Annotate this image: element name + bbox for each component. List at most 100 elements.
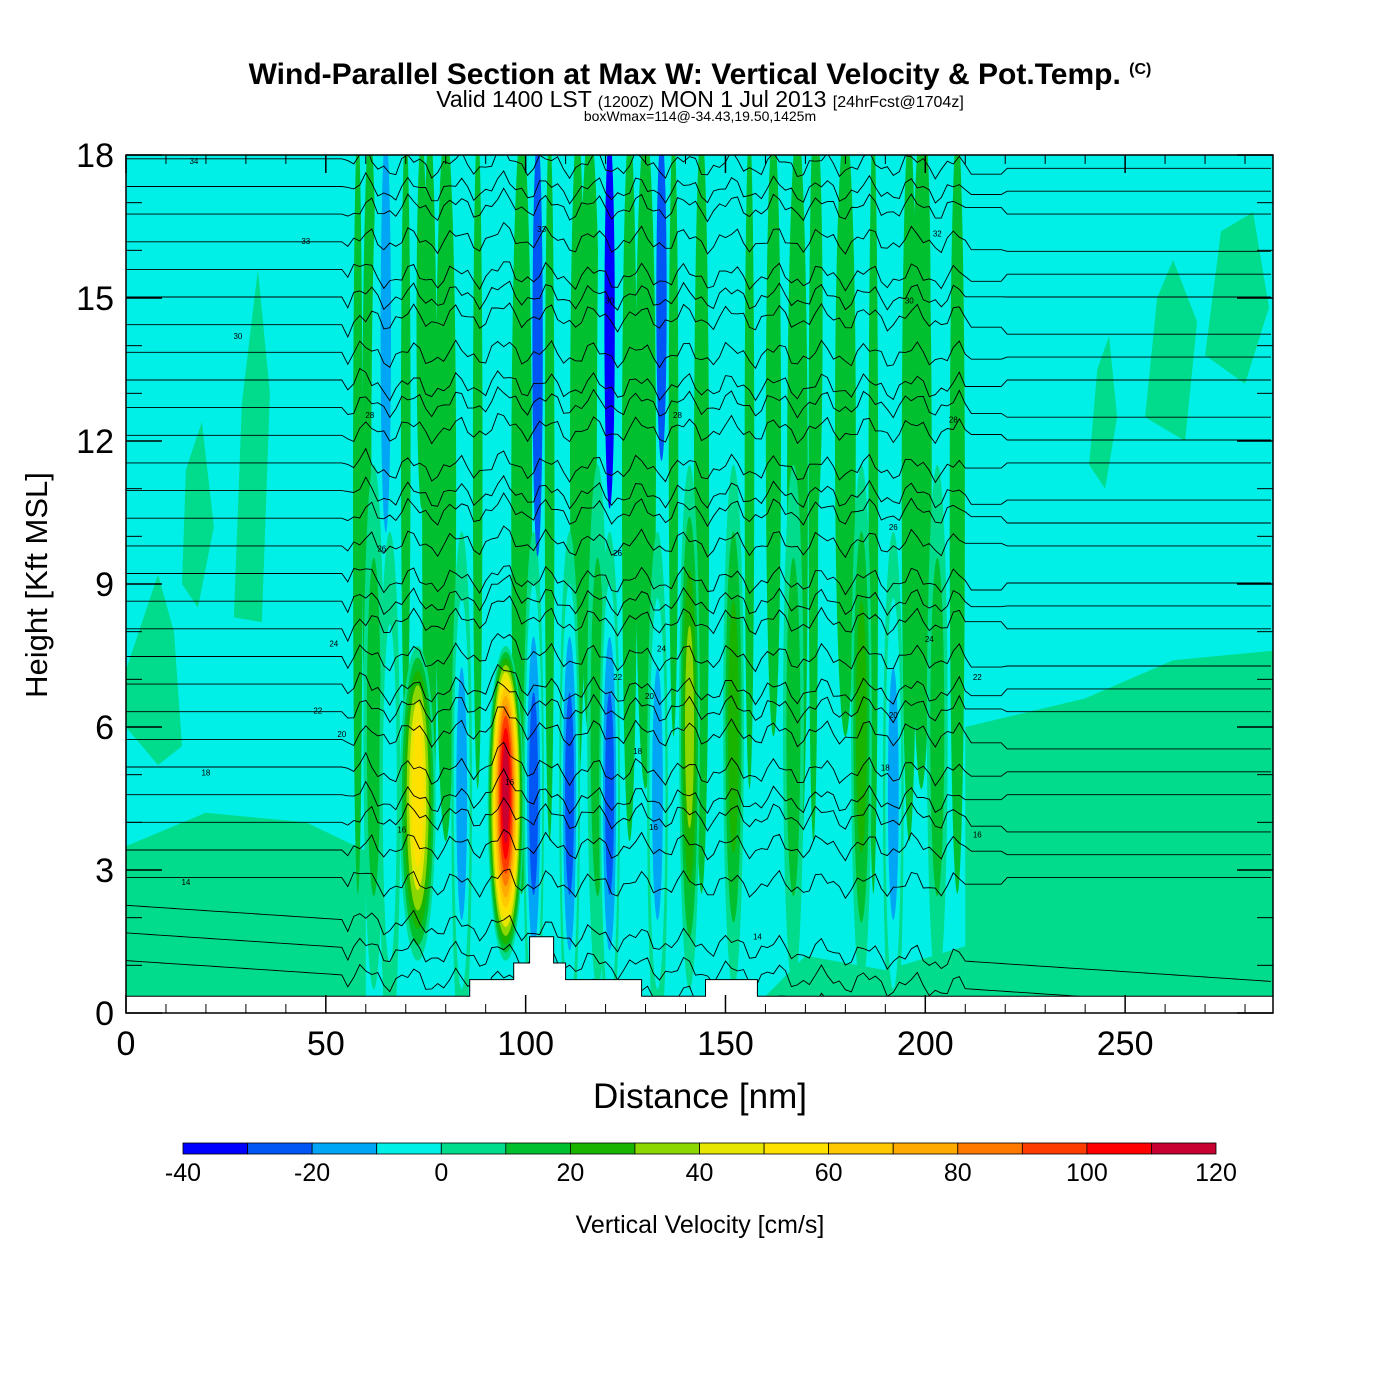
- x-tick-label: 200: [897, 1025, 954, 1063]
- theta-contour: [126, 706, 1271, 750]
- y-tick-label: 18: [76, 137, 114, 175]
- velocity-stripe: [821, 155, 837, 789]
- colorbar-swatch: [699, 1142, 765, 1155]
- velocity-column-band: [786, 557, 801, 897]
- x-tick-label: 250: [1097, 1025, 1154, 1063]
- colorbar-tick-label: 100: [1066, 1159, 1108, 1187]
- upper-velocity-stripe: [604, 155, 615, 509]
- velocity-column-band: [411, 722, 424, 867]
- x-tick-label: 150: [697, 1025, 754, 1063]
- theta-contour-label: 20: [645, 692, 654, 701]
- chart-title: Wind-Parallel Section at Max W: Vertical…: [0, 52, 1400, 93]
- colorbar-label: Vertical Velocity [cm/s]: [576, 1211, 825, 1239]
- x-tick-label: 100: [497, 1025, 554, 1063]
- terrain: [126, 936, 1273, 1013]
- colorbar-tick-label: -40: [165, 1159, 201, 1187]
- velocity-stripe: [472, 155, 483, 789]
- theta-contour-label: 16: [505, 778, 514, 787]
- theta-contour: [126, 280, 1271, 311]
- theta-contour-label: 28: [365, 411, 374, 420]
- upper-velocity-stripe: [812, 155, 823, 509]
- theta-contour-label: 32: [933, 230, 942, 239]
- colorbar-tick-label: 80: [944, 1159, 972, 1187]
- weak-ascent-region: [126, 574, 182, 766]
- subtitle-forecast: [24hrFcst@1704z]: [832, 94, 964, 111]
- colorbar-swatch: [1086, 1142, 1152, 1155]
- copyright-mark: (C): [1129, 61, 1152, 78]
- theta-contour-label: 22: [613, 673, 622, 682]
- theta-contour-label: 16: [397, 826, 406, 835]
- theta-contours: [126, 155, 1272, 1013]
- colorbar-swatch: [828, 1142, 894, 1155]
- velocity-column-band: [529, 692, 539, 895]
- theta-contour: [126, 565, 1271, 596]
- velocity-stripe: [668, 155, 679, 737]
- upper-velocity-stripe: [380, 155, 391, 533]
- theta-contour-label: 30: [233, 332, 242, 341]
- theta-contour-label: 14: [181, 878, 190, 887]
- y-tick-label: 12: [76, 423, 114, 461]
- theta-contour-label: 24: [329, 640, 338, 649]
- velocity-columns: [352, 155, 965, 1013]
- velocity-stripe: [949, 155, 965, 894]
- weak-ascent-region: [182, 421, 214, 608]
- theta-contour-label: 26: [613, 549, 622, 558]
- colorbar-swatch: [1021, 1142, 1088, 1155]
- upper-velocity-stripe: [656, 155, 667, 461]
- y-tick-label: 15: [76, 280, 114, 318]
- theta-contour: [126, 261, 1271, 292]
- theta-contour: [126, 386, 1271, 419]
- theta-contour-labels: 34 33 33 32 30 30 30 28 28 28 26 26 26 24 24 24 22 22 22 20…: [181, 157, 982, 942]
- theta-contour-label: 33: [301, 237, 310, 246]
- theta-contour-label: 24: [657, 644, 666, 653]
- wmax-note: boxWmax=114@-34.43,19.50,1425m: [583, 108, 817, 124]
- theta-contour: [126, 595, 1271, 643]
- colorbar-swatch: [634, 1142, 700, 1155]
- upper-velocity-stripe: [640, 155, 651, 461]
- theta-contour-label: 28: [949, 416, 958, 425]
- colorbar-tick-label: -20: [294, 1159, 330, 1187]
- theta-contour: [126, 302, 1271, 339]
- x-tick-label: 50: [307, 1025, 345, 1063]
- velocity-stripe: [834, 155, 856, 737]
- theta-contour-label: 34: [189, 157, 198, 166]
- theta-contour: [126, 741, 1271, 787]
- velocity-column-band: [456, 667, 468, 921]
- theta-contour-label: 30: [605, 296, 614, 305]
- plot-area: 34 33 33 32 30 30 30 28 28 28 26 26 26 24 24 24 22 22 22 20…: [126, 155, 1273, 1013]
- weak-ascent-region: [233, 269, 270, 623]
- colorbar-swatch: [570, 1142, 636, 1155]
- axes: 0 50 100 150 200 250 0 3 6 9 12 15 18: [76, 137, 1273, 1063]
- upper-velocity-stripe: [920, 155, 931, 461]
- chart-subtitle: Valid 1400 LST (1200Z) MON 1 Jul 2013 [2…: [0, 86, 1400, 116]
- y-tick-label: 9: [95, 566, 114, 604]
- upper-velocity-stripe: [532, 155, 543, 557]
- theta-contour-label: 16: [973, 830, 982, 839]
- theta-contour: [126, 339, 1271, 370]
- colorbar-swatch: [763, 1142, 830, 1155]
- y-tick-label: 3: [95, 852, 114, 890]
- theta-contour: [126, 413, 1271, 445]
- theta-contour-label: 16: [649, 823, 658, 832]
- velocity-column-band: [502, 742, 510, 844]
- theta-contour: [126, 474, 1271, 510]
- theta-contour-label: 24: [925, 635, 934, 644]
- theta-contour-label: 14: [753, 933, 762, 942]
- colorbar-swatch: [505, 1142, 571, 1155]
- colorbar: -40 -20 0 20 40 60 80 100 120: [165, 1142, 1237, 1187]
- weak-ascent-region: [1145, 259, 1198, 441]
- velocity-stripe: [400, 155, 411, 737]
- velocity-column-band: [565, 692, 575, 895]
- theta-contour-label: 18: [633, 747, 642, 756]
- velocity-stripe: [435, 155, 457, 842]
- x-tick-label: 0: [117, 1025, 136, 1063]
- chart-title-text: Wind-Parallel Section at Max W: Vertical…: [248, 58, 1121, 91]
- velocity-column-band: [930, 557, 945, 897]
- colorbar-swatch: [957, 1142, 1023, 1155]
- colorbar-tick-label: 60: [815, 1159, 843, 1187]
- colorbar-tick-label: 20: [556, 1159, 584, 1187]
- y-axis-label: Height [Kft MSL]: [19, 472, 54, 698]
- theta-contour: [126, 525, 1271, 559]
- theta-contour-label: 20: [889, 711, 898, 720]
